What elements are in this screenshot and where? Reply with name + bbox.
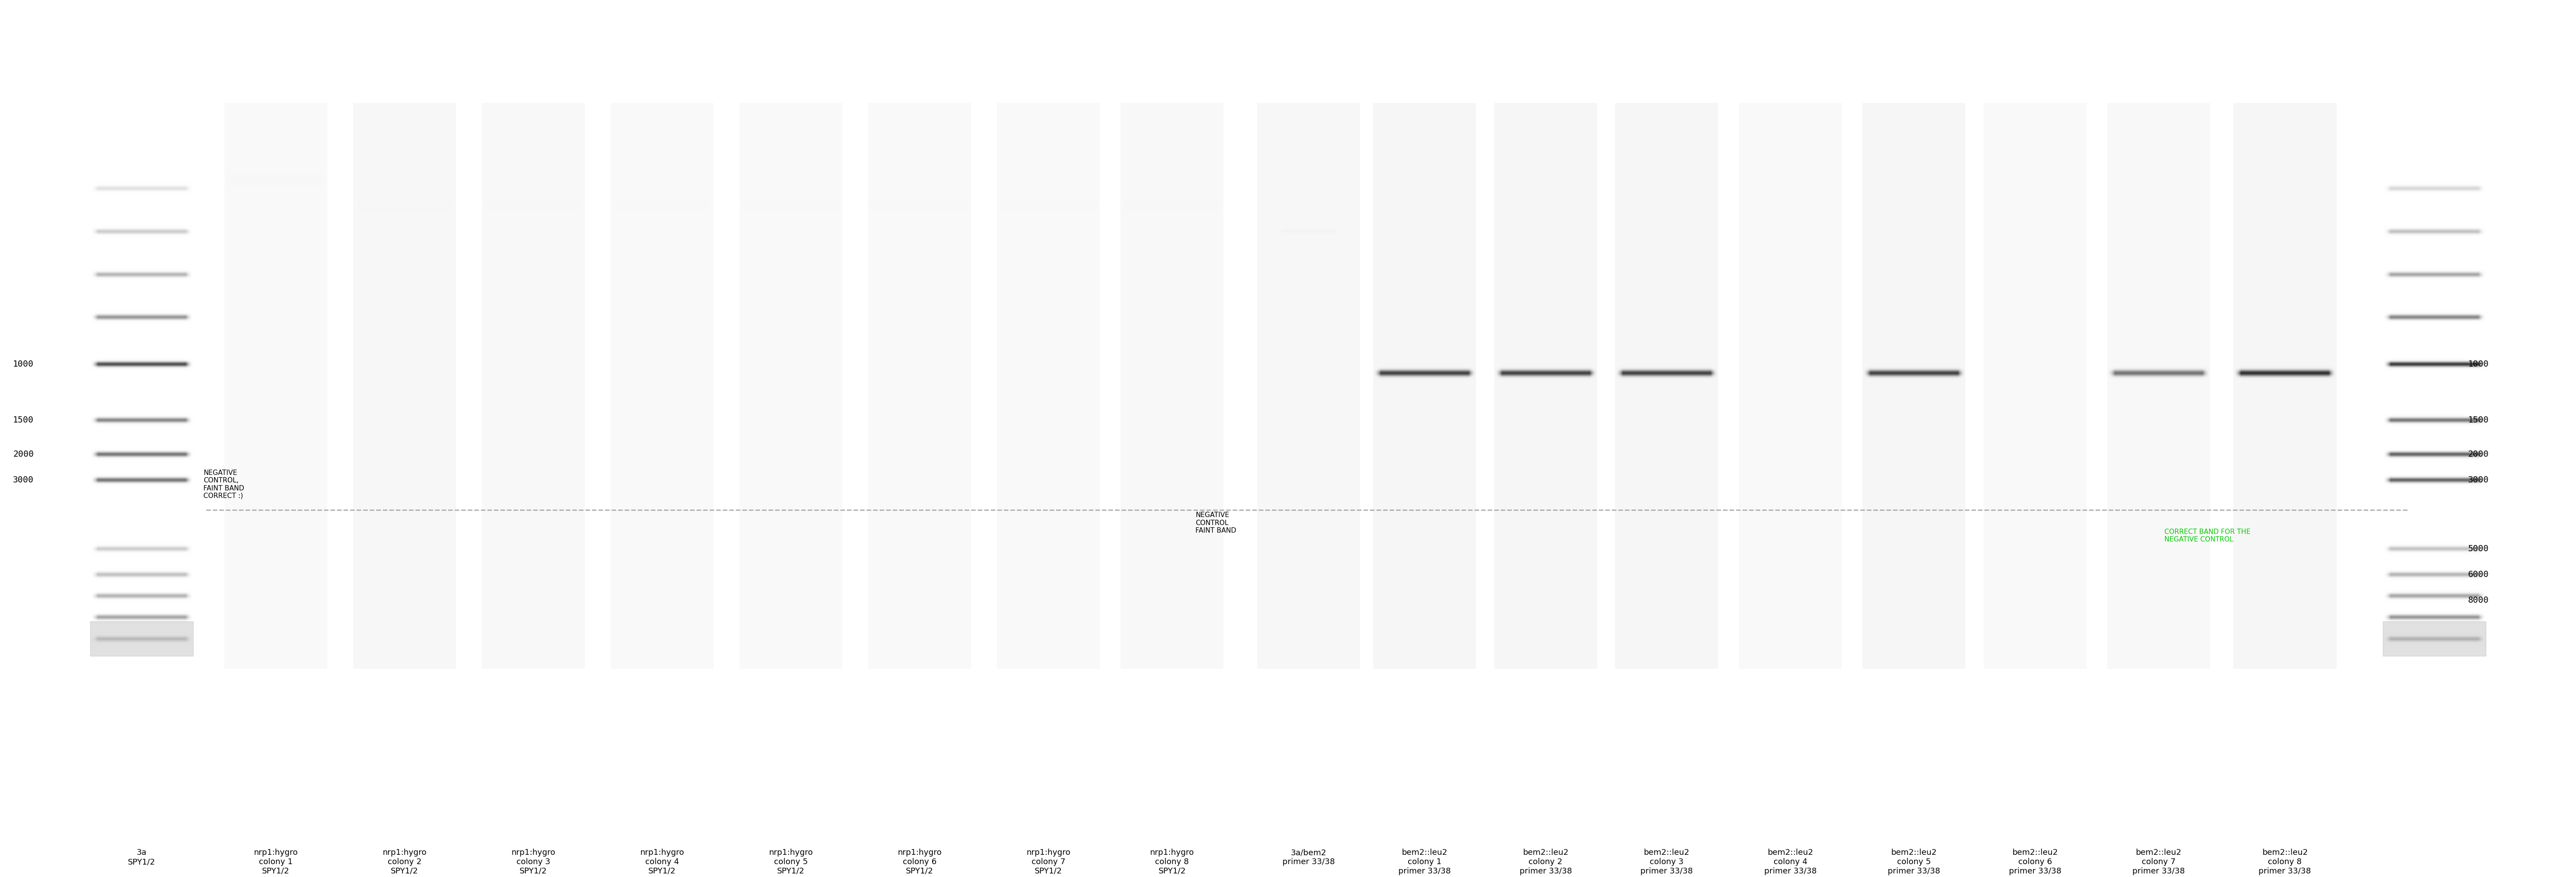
Text: CORRECT BAND FOR THE
NEGATIVE CONTROL: CORRECT BAND FOR THE NEGATIVE CONTROL	[2164, 529, 2251, 543]
Text: nrp1:hygro
colony 8
SPY1/2: nrp1:hygro colony 8 SPY1/2	[1149, 849, 1195, 875]
Text: bem2::leu2
colony 6
primer 33/38: bem2::leu2 colony 6 primer 33/38	[2009, 849, 2061, 875]
Text: nrp1:hygro
colony 4
SPY1/2: nrp1:hygro colony 4 SPY1/2	[639, 849, 685, 875]
Bar	[1257, 103, 1360, 668]
Text: nrp1:hygro
colony 2
SPY1/2: nrp1:hygro colony 2 SPY1/2	[381, 849, 428, 875]
Text: 2000: 2000	[13, 450, 33, 459]
Bar	[997, 103, 1100, 668]
Text: nrp1:hygro
colony 6
SPY1/2: nrp1:hygro colony 6 SPY1/2	[896, 849, 943, 875]
Text: bem2::leu2
colony 3
primer 33/38: bem2::leu2 colony 3 primer 33/38	[1641, 849, 1692, 875]
Text: 8000: 8000	[2468, 595, 2488, 604]
Text: NEGATIVE
CONTROL,
FAINT BAND
CORRECT :): NEGATIVE CONTROL, FAINT BAND CORRECT :)	[204, 469, 245, 499]
Bar	[482, 103, 585, 668]
Bar	[1494, 103, 1597, 668]
Bar	[739, 103, 842, 668]
Text: 6000: 6000	[2468, 570, 2488, 579]
Bar	[2233, 103, 2336, 668]
Text: 3000: 3000	[13, 476, 33, 484]
Text: 1000: 1000	[2468, 360, 2488, 368]
Bar	[1984, 103, 2087, 668]
Text: nrp1:hygro
colony 1
SPY1/2: nrp1:hygro colony 1 SPY1/2	[252, 849, 299, 875]
Bar	[224, 103, 327, 668]
Text: 3a
SPY1/2: 3a SPY1/2	[129, 849, 155, 866]
Bar	[868, 103, 971, 668]
Bar	[1862, 103, 1965, 668]
Bar	[1121, 103, 1224, 668]
Bar	[1739, 103, 1842, 668]
Bar	[1373, 103, 1476, 668]
Bar	[1615, 103, 1718, 668]
Text: bem2::leu2
colony 8
primer 33/38: bem2::leu2 colony 8 primer 33/38	[2259, 849, 2311, 875]
Bar	[611, 103, 714, 668]
Text: 5000: 5000	[2468, 545, 2488, 553]
Text: bem2::leu2
colony 4
primer 33/38: bem2::leu2 colony 4 primer 33/38	[1765, 849, 1816, 875]
Text: bem2::leu2
colony 7
primer 33/38: bem2::leu2 colony 7 primer 33/38	[2133, 849, 2184, 875]
Text: nrp1:hygro
colony 5
SPY1/2: nrp1:hygro colony 5 SPY1/2	[768, 849, 814, 875]
Text: 3a/bem2
primer 33/38: 3a/bem2 primer 33/38	[1283, 849, 1334, 866]
Text: bem2::leu2
colony 5
primer 33/38: bem2::leu2 colony 5 primer 33/38	[1888, 849, 1940, 875]
Text: 1500: 1500	[2468, 416, 2488, 424]
Text: 1000: 1000	[13, 360, 33, 368]
Text: nrp1:hygro
colony 3
SPY1/2: nrp1:hygro colony 3 SPY1/2	[510, 849, 556, 875]
Text: 1500: 1500	[13, 416, 33, 424]
Text: 3000: 3000	[2468, 476, 2488, 484]
Text: bem2::leu2
colony 1
primer 33/38: bem2::leu2 colony 1 primer 33/38	[1399, 849, 1450, 875]
Text: bem2::leu2
colony 2
primer 33/38: bem2::leu2 colony 2 primer 33/38	[1520, 849, 1571, 875]
Text: nrp1:hygro
colony 7
SPY1/2: nrp1:hygro colony 7 SPY1/2	[1025, 849, 1072, 875]
Text: 2000: 2000	[2468, 450, 2488, 459]
Text: NEGATIVE
CONTROL
FAINT BAND: NEGATIVE CONTROL FAINT BAND	[1195, 512, 1236, 534]
Bar	[353, 103, 456, 668]
Bar	[2107, 103, 2210, 668]
